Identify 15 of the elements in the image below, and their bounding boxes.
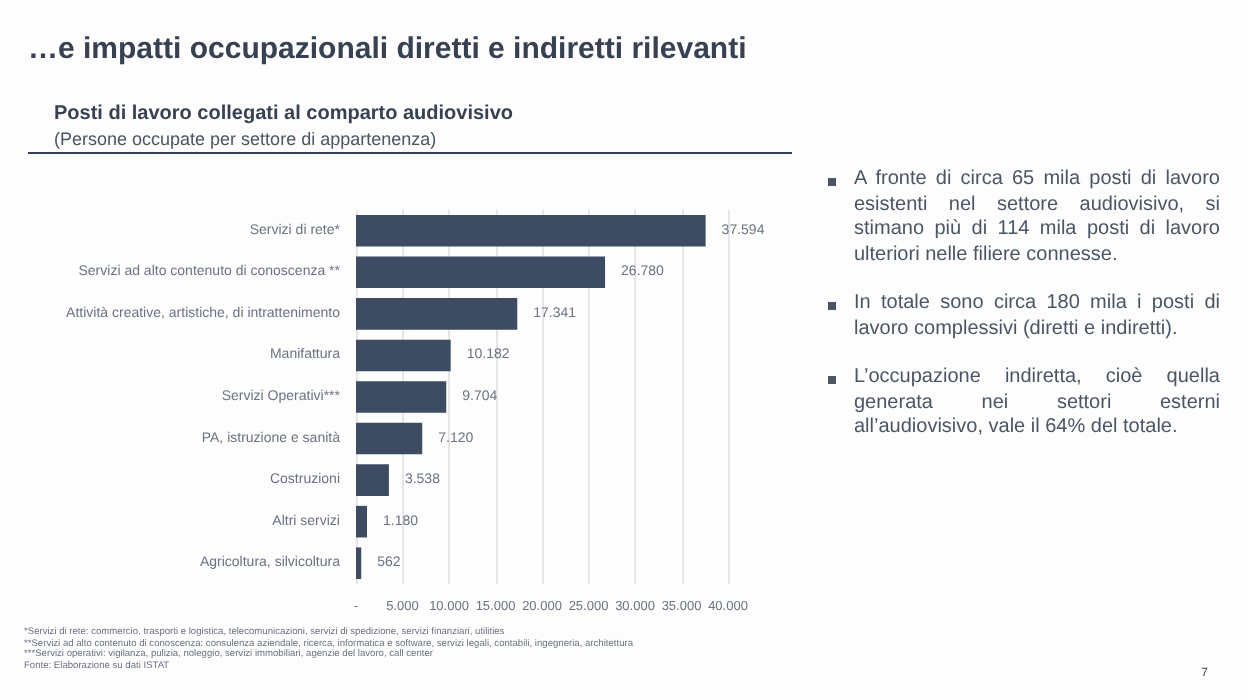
bar: [356, 214, 706, 247]
bar: [356, 464, 389, 496]
text: A fronte di circa 65 mila posti di lavoro esistenti nel settore audiovisivo, si stimano più di 114 mila posti di lavoro ulteriori nelle filiere connesse.: [854, 168, 1220, 268]
bar: [356, 381, 447, 413]
bar: [356, 298, 518, 330]
chart-subtitle: (Persone occupate per settore di appartenenza): [54, 129, 437, 149]
text: …e impatti occupazionali diretti e indiretti rilevanti: [28, 32, 747, 66]
text: In totale sono circa 180 mila i posti di lavoro complessivi (diretti e indiretti).: [854, 292, 1220, 342]
bar: [356, 256, 606, 289]
chart-title: Posti di lavoro collegati al comparto audiovisivo: [54, 103, 513, 125]
bar: [356, 505, 367, 538]
bar: [356, 339, 451, 372]
bar: [356, 547, 362, 580]
text: L’occupazione indiretta, cioè quella generata nei settori esterni all’audiovisivo, vale il 64% del totale.: [854, 366, 1220, 441]
bar: [356, 422, 423, 455]
